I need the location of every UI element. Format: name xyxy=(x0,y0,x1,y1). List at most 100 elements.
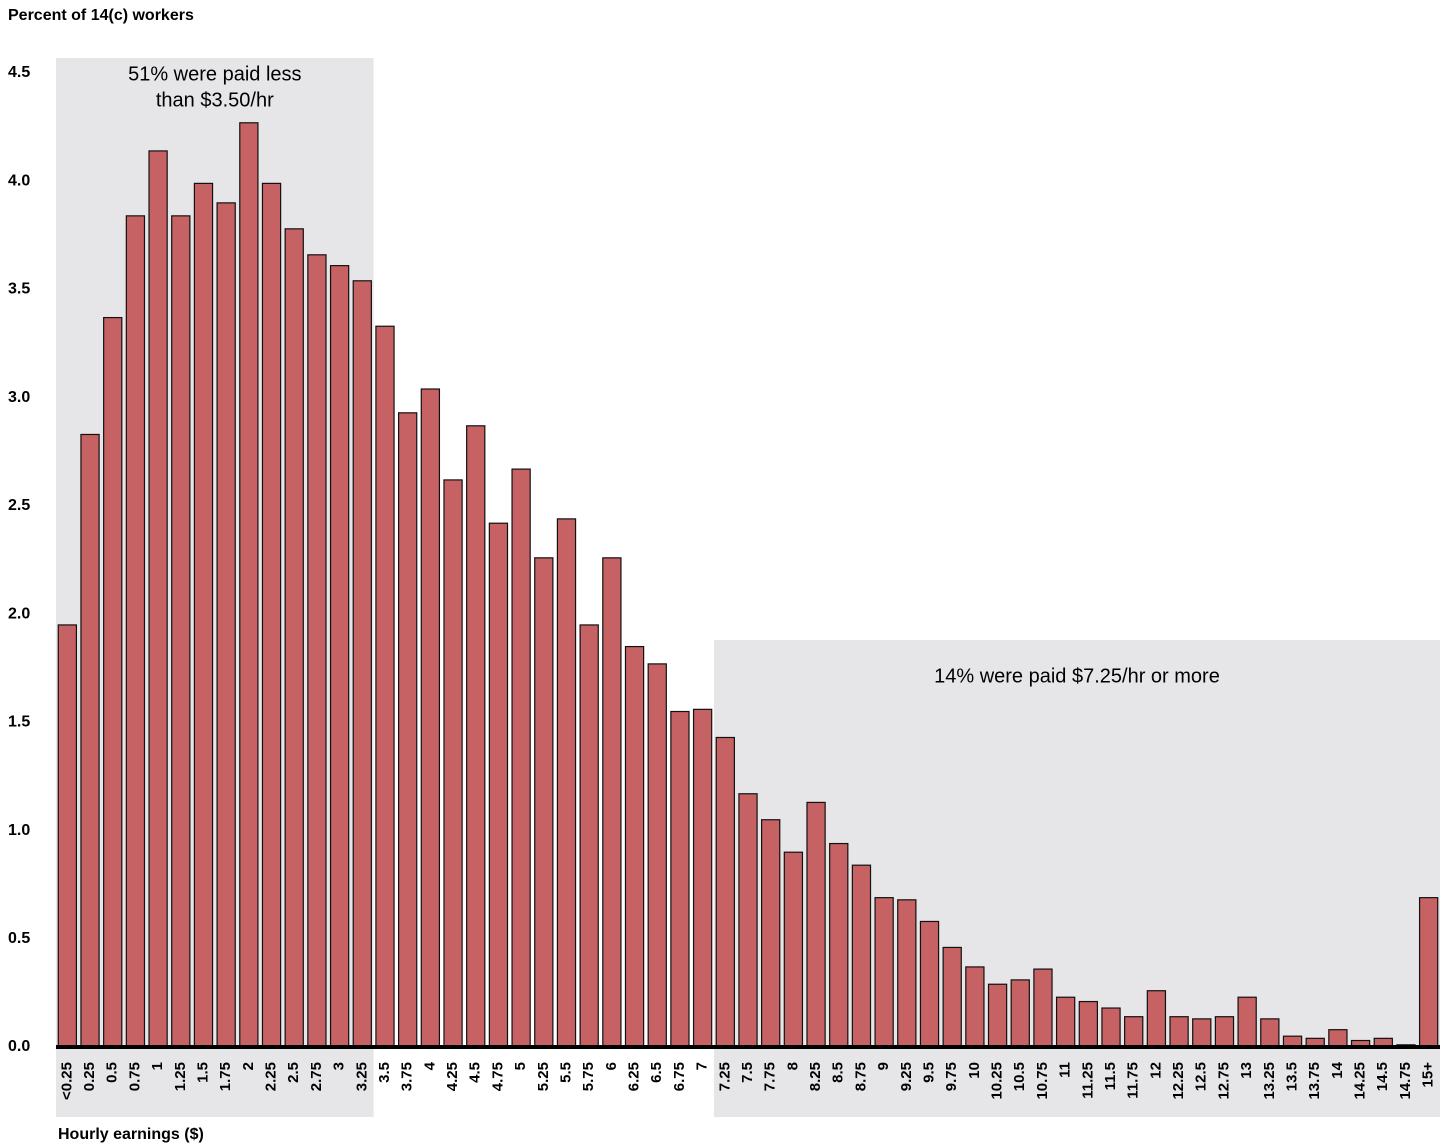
x-tick-label: 8.75 xyxy=(852,1062,869,1091)
bar xyxy=(488,522,509,1048)
x-tick-label: 9.75 xyxy=(943,1062,960,1091)
annotation-text: than $3.50/hr xyxy=(156,89,274,111)
annotation-text: 14% were paid $7.25/hr or more xyxy=(934,665,1220,687)
bar xyxy=(1192,1018,1212,1048)
bar xyxy=(602,557,622,1048)
bar xyxy=(692,708,713,1048)
x-tick-label: 7.75 xyxy=(762,1062,779,1091)
x-tick-label: 10 xyxy=(966,1062,983,1079)
bar xyxy=(1101,1007,1121,1048)
bar xyxy=(829,842,849,1048)
x-tick-label: 10.5 xyxy=(1011,1062,1028,1091)
x-tick-label: 14.25 xyxy=(1352,1062,1369,1100)
y-tick-label: 2.0 xyxy=(8,605,30,622)
x-tick-label: 11.25 xyxy=(1079,1062,1096,1099)
y-tick-label: 3.0 xyxy=(8,389,30,406)
x-tick-label: 4.75 xyxy=(489,1062,506,1091)
x-tick-label: 7 xyxy=(694,1062,711,1070)
x-tick-label: 6.75 xyxy=(671,1062,688,1091)
bar xyxy=(193,182,214,1048)
bar xyxy=(57,624,78,1048)
bar xyxy=(420,388,441,1048)
x-tick-label: 1.5 xyxy=(194,1062,211,1083)
x-tick-label: <0.25 xyxy=(58,1062,75,1100)
bar xyxy=(125,215,146,1048)
bar xyxy=(874,897,894,1048)
x-tick-label: 11.75 xyxy=(1125,1062,1142,1099)
bar xyxy=(171,215,191,1048)
x-tick-label: 2.75 xyxy=(308,1062,325,1091)
bar xyxy=(806,801,826,1048)
bar xyxy=(738,793,758,1048)
x-tick-label: 8.25 xyxy=(807,1062,824,1091)
bar xyxy=(148,150,168,1048)
x-tick-label: 9 xyxy=(875,1062,892,1070)
bar xyxy=(397,412,418,1048)
bar xyxy=(556,518,577,1048)
bar xyxy=(1055,996,1076,1048)
bar xyxy=(352,280,372,1048)
bar xyxy=(1418,897,1439,1048)
bar xyxy=(80,433,100,1048)
bar xyxy=(103,316,123,1048)
bar xyxy=(1214,1016,1235,1048)
x-tick-label: 10.25 xyxy=(989,1062,1006,1100)
x-tick-label: 4.5 xyxy=(467,1062,484,1083)
x-tick-label: 13.25 xyxy=(1261,1062,1278,1100)
x-tick-label: 2.5 xyxy=(285,1062,302,1083)
bar xyxy=(919,920,940,1048)
bar xyxy=(715,736,735,1048)
bar xyxy=(942,946,962,1048)
x-tick-label: 14 xyxy=(1329,1061,1346,1078)
x-tick-label: 5.5 xyxy=(557,1062,574,1083)
y-tick-label: 4.0 xyxy=(8,172,30,189)
y-tick-label: 1.0 xyxy=(8,822,30,839)
bar xyxy=(1169,1016,1189,1048)
x-tick-label: 6.5 xyxy=(648,1062,665,1083)
bar xyxy=(761,819,781,1048)
x-tick-label: 1.25 xyxy=(172,1062,189,1091)
bar xyxy=(1237,996,1257,1048)
bar xyxy=(239,122,259,1048)
x-tick-label: 9.25 xyxy=(898,1062,915,1091)
bar xyxy=(783,851,804,1048)
bar xyxy=(1078,1000,1099,1048)
y-tick-label: 4.5 xyxy=(8,64,30,81)
bar xyxy=(375,325,395,1048)
x-tick-label: 10.75 xyxy=(1034,1062,1051,1100)
annotation-text: 51% were paid less xyxy=(128,63,301,85)
bar xyxy=(307,254,327,1048)
x-tick-label: 12.25 xyxy=(1170,1062,1187,1100)
bar xyxy=(1010,979,1030,1048)
bar xyxy=(670,710,690,1048)
x-tick-label: 3.5 xyxy=(376,1062,393,1083)
x-tick-label: 12.75 xyxy=(1215,1062,1232,1100)
x-tick-label: 2.25 xyxy=(263,1062,280,1091)
bar xyxy=(1033,968,1053,1048)
bar xyxy=(466,425,486,1048)
bar xyxy=(1328,1029,1348,1048)
x-tick-label: 4.25 xyxy=(444,1062,461,1091)
x-tick-label: 7.25 xyxy=(716,1062,733,1091)
bar xyxy=(851,864,872,1048)
bar xyxy=(1124,1016,1144,1048)
y-tick-label: 3.5 xyxy=(8,281,30,298)
x-tick-label: 8.5 xyxy=(830,1062,847,1083)
x-axis-title: Hourly earnings ($) xyxy=(58,1126,204,1143)
x-tick-label: 0.75 xyxy=(126,1062,143,1091)
x-tick-label: 5.75 xyxy=(580,1062,597,1091)
x-tick-label: 2 xyxy=(240,1062,257,1070)
x-tick-label: 5.25 xyxy=(535,1062,552,1091)
y-tick-label: 1.5 xyxy=(8,714,30,731)
x-tick-label: 13 xyxy=(1238,1062,1255,1079)
x-tick-label: 11 xyxy=(1057,1062,1074,1078)
x-tick-label: 14.5 xyxy=(1374,1062,1391,1091)
x-tick-label: 1.75 xyxy=(217,1062,234,1091)
x-tick-label: 3.75 xyxy=(399,1062,416,1091)
x-tick-label: 0.5 xyxy=(104,1062,121,1083)
y-tick-label: 2.5 xyxy=(8,497,30,514)
x-tick-label: 13.75 xyxy=(1306,1062,1323,1100)
x-tick-label: 1 xyxy=(149,1062,166,1070)
bar xyxy=(284,228,304,1048)
